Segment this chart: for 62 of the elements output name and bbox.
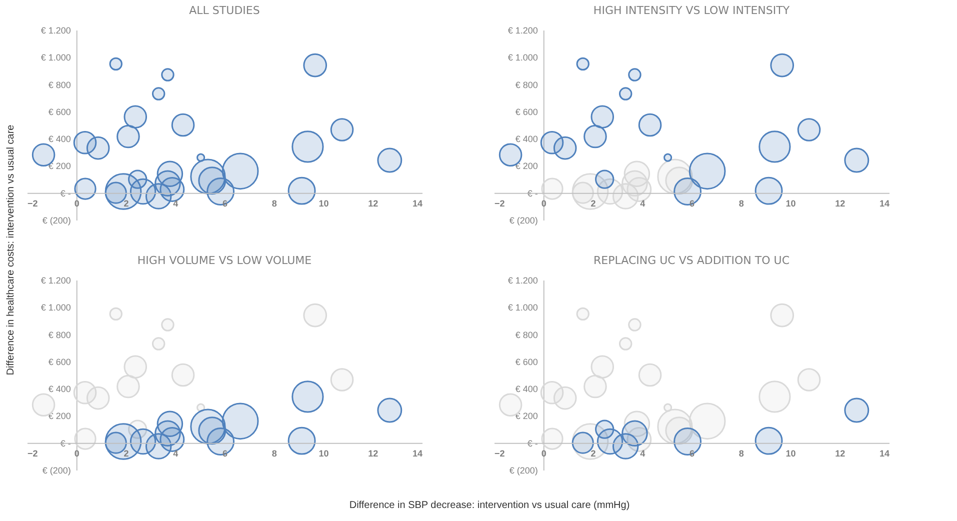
chart-title: ALL STUDIES (189, 4, 260, 17)
y-tick-label: € 1.000 (508, 302, 538, 313)
x-tick-label: 2 (124, 198, 129, 208)
x-tick-label: 8 (738, 198, 744, 208)
y-tick-label: € 1.200 (508, 26, 538, 36)
x-tick-label: 8 (272, 198, 277, 208)
y-tick-label: € 600 (48, 106, 71, 117)
x-tick-label: 10 (318, 198, 329, 208)
y-tick-label: € 600 (515, 106, 538, 117)
y-tick-label: € 800 (48, 80, 71, 90)
x-tick-label: 2 (590, 198, 596, 208)
x-tick-label: 0 (541, 198, 546, 208)
x-tick-label: 8 (272, 448, 277, 458)
x-tick-label: 10 (318, 448, 329, 458)
x-tick-label: 10 (786, 448, 796, 458)
chart-title: HIGH INTENSITY VS LOW INTENSITY (593, 4, 790, 17)
y-tick-label: € 400 (515, 384, 538, 394)
y-tick-label: € 800 (515, 330, 538, 340)
x-tick-label: 14 (879, 448, 890, 458)
x-axis-title: Difference in SBP decrease: intervention vs usual care (mmHg) (348, 500, 631, 511)
x-tick-label: 14 (412, 198, 422, 208)
y-tick-label: € 800 (48, 330, 71, 340)
x-tick-label: 2 (124, 448, 129, 458)
chart-title: HIGH VOLUME VS LOW VOLUME (137, 254, 312, 267)
x-tick-label: −2 (494, 198, 505, 208)
x-tick-label: 14 (879, 198, 890, 208)
x-tick-label: 12 (835, 448, 846, 458)
y-tick-label: € (200) (509, 216, 538, 226)
x-tick-label: 0 (541, 448, 546, 458)
y-tick-label: € 800 (515, 80, 538, 90)
y-tick-label: € 400 (515, 134, 538, 144)
x-tick-label: 12 (368, 448, 378, 458)
y-tick-label: € 1.000 (508, 52, 538, 63)
x-tick-label: 4 (640, 448, 646, 458)
y-tick-label: € 600 (48, 356, 71, 367)
x-tick-label: 4 (640, 198, 646, 208)
x-tick-label: 4 (173, 448, 178, 458)
x-tick-label: −2 (28, 198, 38, 208)
x-tick-label: 2 (590, 448, 596, 458)
y-tick-label: € (200) (509, 466, 538, 476)
y-tick-label: € 1.000 (40, 52, 71, 63)
y-tick-label: € 400 (48, 134, 71, 144)
y-tick-label: € (200) (42, 466, 71, 476)
y-tick-label: € 1.200 (508, 276, 538, 286)
chart-title: REPLACING UC VS ADDITION TO UC (593, 254, 790, 267)
y-axis-title: Difference in healthcare costs: intervention vs usual care (6, 124, 16, 376)
y-tick-label: € 400 (48, 384, 71, 394)
y-tick-label: € 600 (515, 356, 538, 367)
x-tick-label: 12 (835, 198, 846, 208)
x-tick-label: 0 (74, 448, 80, 458)
x-tick-label: 10 (786, 198, 796, 208)
x-tick-label: 4 (173, 198, 178, 208)
x-tick-label: 8 (738, 448, 744, 458)
y-tick-label: € 1.000 (40, 302, 71, 313)
y-tick-label: € (200) (42, 216, 71, 226)
x-tick-label: 12 (368, 198, 378, 208)
y-tick-label: € 1.200 (40, 276, 71, 286)
x-tick-label: 0 (74, 198, 80, 208)
x-tick-label: 14 (412, 448, 422, 458)
x-tick-label: −2 (494, 448, 505, 458)
x-tick-label: −2 (28, 448, 38, 458)
y-tick-label: € 1.200 (40, 26, 71, 36)
